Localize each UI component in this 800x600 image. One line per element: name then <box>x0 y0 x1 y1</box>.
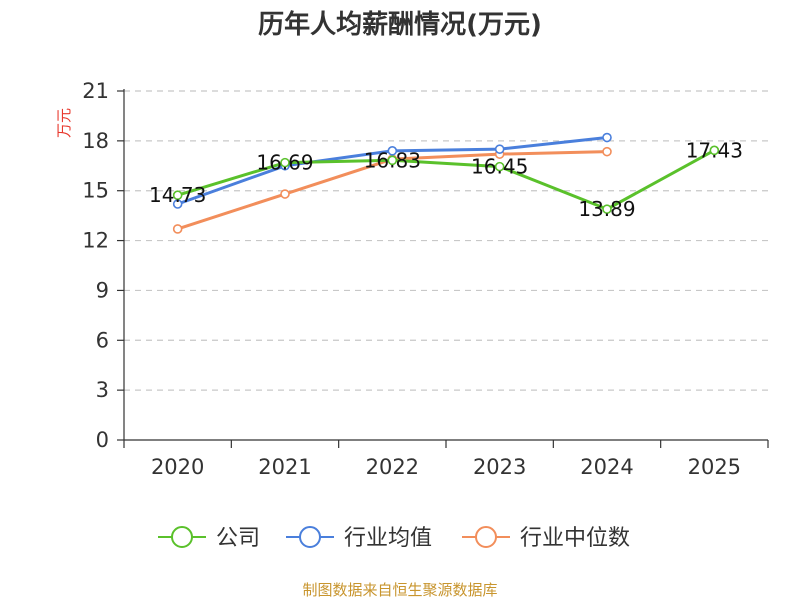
y-tick-label: 12 <box>82 229 109 253</box>
data-point <box>602 204 612 214</box>
x-tick-label: 2022 <box>366 455 419 479</box>
x-tick-label: 2025 <box>688 455 741 479</box>
grid <box>124 90 768 391</box>
data-label: 13.89 <box>578 197 635 221</box>
legend-label: 行业中位数 <box>520 526 630 551</box>
axes: 0 3 6 9 12 15 18 21 2020 2021 2022 2023 2024 2025 <box>82 79 769 479</box>
data-label: 16.69 <box>256 151 313 175</box>
legend[interactable]: 公司 行业均值 行业中位数 <box>158 526 630 551</box>
legend-item-0[interactable]: 公司 <box>158 526 260 551</box>
data-point <box>172 199 183 209</box>
y-tick-label: 18 <box>82 129 109 153</box>
series-layer <box>172 132 720 234</box>
x-tick-label: 2021 <box>258 455 311 479</box>
data-point <box>602 132 612 143</box>
series-line-0 <box>177 149 716 211</box>
y-tick-label: 21 <box>82 79 109 103</box>
data-point <box>494 161 505 172</box>
data-point <box>280 157 290 168</box>
data-label: 17.43 <box>686 138 743 162</box>
data-point <box>280 189 290 199</box>
legend-marker <box>475 526 497 548</box>
y-tick-label: 3 <box>96 378 109 402</box>
legend-label: 行业均值 <box>344 526 432 551</box>
data-point <box>602 146 612 157</box>
data-point <box>709 145 720 156</box>
data-point <box>387 155 398 166</box>
chart-title: 历年人均薪酬情况(万元) <box>258 9 542 40</box>
data-label: 16.83 <box>364 148 421 172</box>
x-tick-label: 2024 <box>580 455 633 479</box>
y-tick-label: 15 <box>82 179 109 203</box>
legend-item-1[interactable]: 行业均值 <box>286 526 432 551</box>
source-note: 制图数据来自恒生聚源数据库 <box>302 581 497 599</box>
data-labels: 14.73 16.69 16.83 16.45 13.89 17.43 <box>149 138 743 221</box>
y-tick-label: 0 <box>96 428 109 452</box>
y-tick-label: 6 <box>96 328 109 352</box>
x-tick-label: 2020 <box>151 455 204 479</box>
legend-marker <box>299 526 321 548</box>
data-point <box>172 190 183 201</box>
legend-item-2[interactable]: 行业中位数 <box>462 526 630 551</box>
legend-label: 公司 <box>216 526 260 551</box>
x-tick-label: 2023 <box>473 455 526 479</box>
data-point <box>387 146 398 156</box>
data-point <box>172 224 183 234</box>
y-tick-label: 9 <box>96 278 109 302</box>
legend-marker <box>171 526 193 548</box>
data-label: 14.73 <box>149 183 206 207</box>
data-point <box>494 144 505 154</box>
y-axis-label: 万元 <box>55 108 73 138</box>
data-label: 16.45 <box>471 155 528 179</box>
